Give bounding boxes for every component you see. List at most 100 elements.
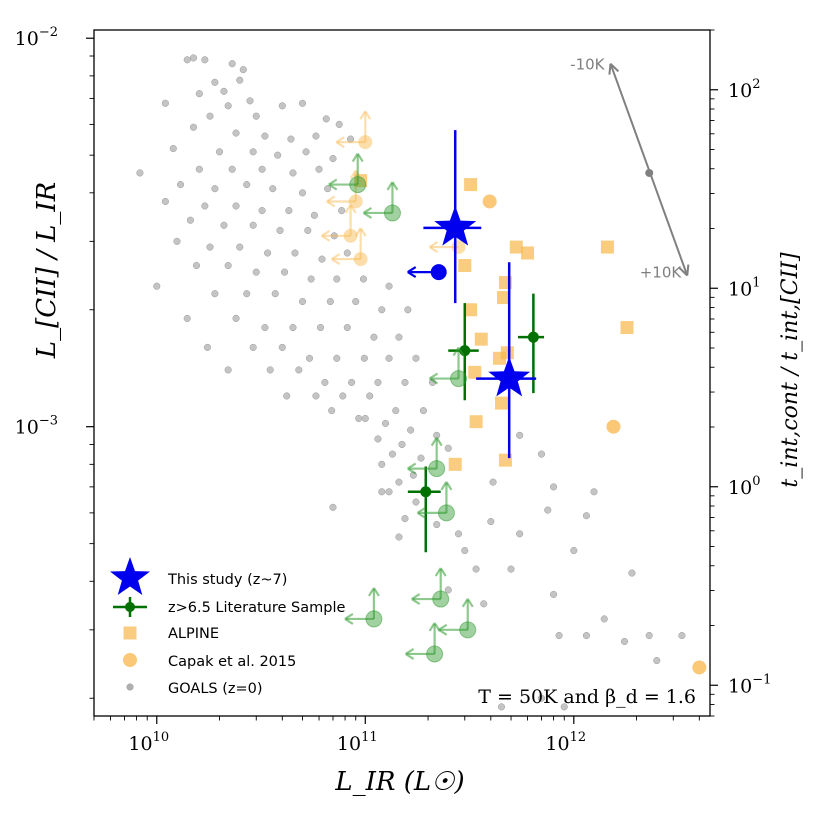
- goals-point: [201, 202, 209, 210]
- goals-point: [224, 102, 232, 110]
- x-tick-label: 1011: [337, 730, 378, 755]
- goals-point: [335, 120, 343, 128]
- goals-point: [295, 366, 303, 374]
- goals-point: [169, 145, 177, 153]
- goals-point: [555, 631, 563, 640]
- legend-label-capak: Capak et al. 2015: [168, 654, 296, 670]
- goals-point: [249, 343, 257, 351]
- goals-point: [582, 631, 591, 640]
- goals-point: [370, 333, 378, 341]
- y2-axis-label: t_int,cont / t_int,[CII]: [778, 252, 803, 488]
- goals-point: [497, 703, 506, 711]
- goals-point: [258, 165, 266, 173]
- goals-point: [298, 297, 307, 306]
- literature-lower-limit-head: [367, 587, 380, 597]
- goals-point: [321, 378, 329, 386]
- goals-point: [374, 378, 382, 386]
- goals-point: [228, 60, 236, 68]
- goals-point: [366, 392, 374, 400]
- goals-point: [269, 185, 277, 193]
- capak-point: [353, 252, 368, 267]
- goals-point: [385, 282, 393, 290]
- x-axis-label: L_IR (L☉): [334, 767, 464, 797]
- literature-limit-point: [426, 645, 444, 663]
- goals-point: [360, 354, 368, 362]
- alpine-point: [469, 415, 483, 429]
- y-tick-label: 10−3: [15, 414, 58, 439]
- goals-point: [333, 354, 341, 362]
- goals-point: [312, 392, 320, 400]
- goals-point: [590, 488, 598, 496]
- legend-label-goals: GOALS (z=0): [168, 681, 263, 697]
- goals-point: [326, 297, 334, 306]
- goals-point: [419, 407, 427, 415]
- goals-point: [183, 56, 191, 64]
- goals-point: [550, 590, 558, 598]
- goals-point: [278, 343, 286, 351]
- goals-points-layer: [136, 54, 686, 711]
- goals-point: [195, 165, 203, 173]
- alpine-point: [492, 351, 506, 365]
- goals-point: [312, 132, 320, 140]
- capak-point: [358, 135, 373, 150]
- literature-lower-limit-head: [428, 622, 441, 632]
- goals-point: [211, 185, 219, 193]
- alpine-point: [620, 321, 634, 335]
- goals-point: [329, 503, 337, 511]
- literature-limit-point: [437, 504, 455, 522]
- alpine-point: [521, 246, 535, 260]
- y2-tick-label: 102: [728, 77, 760, 102]
- goals-point: [274, 151, 282, 159]
- literature-lower-limit-head: [430, 437, 443, 447]
- capak-point: [482, 194, 497, 209]
- goals-point: [412, 498, 420, 506]
- goals-point: [298, 99, 307, 107]
- goals-point: [412, 354, 420, 362]
- literature-limit-point: [432, 590, 450, 608]
- capak-points-layer: [320, 110, 707, 675]
- literature-upper-limit-head: [407, 462, 417, 475]
- legend-errorbar-dot: [125, 602, 135, 612]
- goals-point: [359, 275, 368, 283]
- capak-point: [606, 419, 621, 434]
- goals-point: [343, 249, 351, 257]
- goals-point: [153, 282, 161, 290]
- goals-point: [258, 207, 266, 215]
- legend-label-literature: z>6.5 Literature Sample: [168, 600, 345, 616]
- goals-point: [582, 512, 591, 520]
- goals-point: [211, 290, 219, 298]
- goals-point: [352, 297, 360, 306]
- goals-point: [183, 314, 191, 322]
- capak-upper-limit-head: [326, 195, 336, 208]
- temperature-arrow: -10K +10K: [570, 56, 690, 282]
- literature-lower-limit-head: [452, 347, 465, 357]
- alpine-point: [448, 457, 462, 471]
- temperature-plus-label: +10K: [640, 264, 683, 282]
- literature-limit-point: [365, 610, 383, 628]
- legend-square-icon: [123, 626, 137, 640]
- alpine-point: [496, 291, 510, 305]
- goals-point: [361, 414, 369, 423]
- goals-point: [305, 354, 314, 362]
- literature-upper-limit-head: [411, 593, 421, 605]
- goals-point: [291, 249, 299, 257]
- goals-point: [417, 454, 425, 462]
- literature-limit-point: [349, 176, 367, 194]
- goals-point: [243, 181, 251, 189]
- legend-circle-icon: [123, 653, 137, 667]
- alpine-point: [474, 332, 488, 346]
- legend-label-study: This study (z~7): [167, 572, 287, 588]
- goals-point: [600, 615, 608, 623]
- capak-lower-limit-head: [354, 227, 367, 237]
- goals-point: [232, 314, 240, 322]
- capak-upper-limit-head: [335, 136, 345, 149]
- goals-point: [516, 431, 524, 439]
- goals-point: [224, 366, 232, 374]
- capak-lower-limit-head: [344, 204, 357, 214]
- capak-lower-limit-head: [359, 110, 372, 120]
- goals-point: [249, 221, 257, 229]
- goals-point: [401, 515, 409, 523]
- x-tick-label: 1012: [545, 730, 586, 755]
- goals-point: [395, 333, 403, 341]
- goals-point: [276, 226, 284, 235]
